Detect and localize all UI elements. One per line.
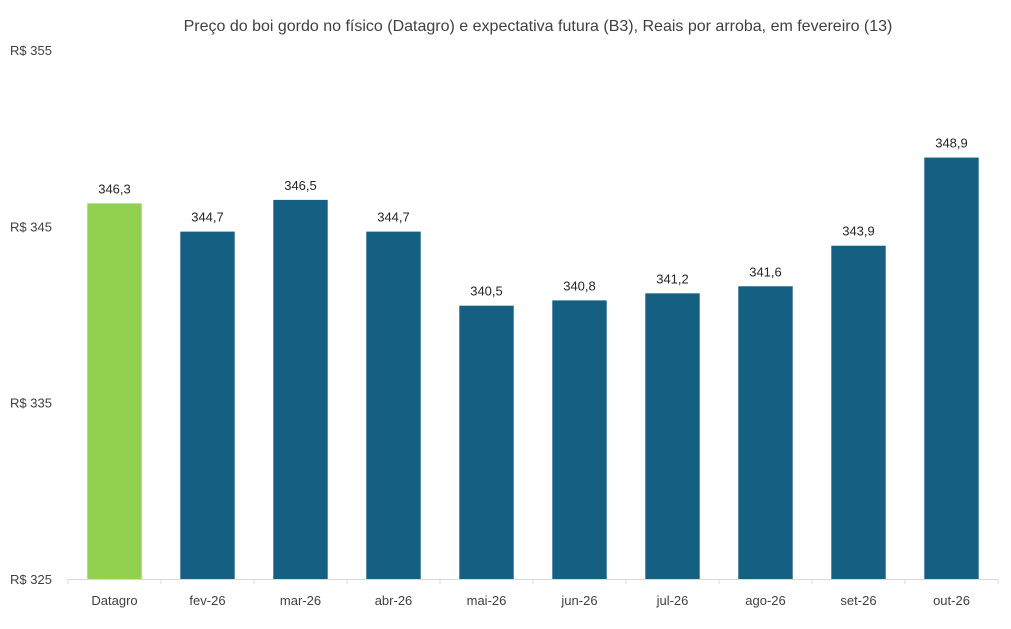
bar-jun-26: [552, 300, 607, 579]
x-tick-label: fev-26: [189, 593, 225, 608]
y-tick-label: R$ 345: [10, 219, 52, 234]
bar-mar-26: [273, 199, 328, 579]
x-tick-label: ago-26: [745, 593, 785, 608]
x-tick-label: mai-26: [467, 593, 507, 608]
chart-title: Preço do boi gordo no físico (Datagro) e…: [184, 18, 893, 35]
data-label: 344,7: [377, 210, 410, 225]
data-label: 348,9: [935, 136, 968, 151]
bars: [87, 157, 979, 580]
y-tick-label: R$ 335: [10, 396, 52, 411]
data-label: 343,9: [842, 224, 875, 239]
data-label: 346,5: [284, 178, 317, 193]
data-label: 340,8: [563, 278, 596, 293]
x-tick-label: jun-26: [560, 593, 597, 608]
data-labels: 346,3 344,7 346,5 344,7 340,5 340,8 341,2 341,6…: [98, 136, 968, 299]
y-axis: R$ 325 R$ 335 R$ 345 R$ 355: [10, 43, 52, 587]
data-label: 340,5: [470, 284, 503, 299]
y-tick-label: R$ 355: [10, 43, 52, 58]
bar-ago-26: [738, 286, 793, 579]
bar-set-26: [831, 245, 886, 580]
data-label: 341,6: [749, 264, 782, 279]
x-tick-label: jul-26: [656, 593, 689, 608]
data-label: 346,3: [98, 181, 131, 196]
x-tick-label: Datagro: [91, 593, 137, 608]
x-tick-label: mar-26: [280, 593, 321, 608]
x-tick-label: abr-26: [375, 593, 413, 608]
data-label: 341,2: [656, 271, 689, 286]
bar-mai-26: [459, 305, 514, 579]
bar-fev-26: [180, 231, 235, 579]
x-tick-label: out-26: [933, 593, 970, 608]
y-tick-label: R$ 325: [10, 572, 52, 587]
bar-jul-26: [645, 293, 700, 579]
data-label: 344,7: [191, 210, 224, 225]
x-axis: Datagro fev-26 mar-26 abr-26 mai-26 jun-26 jul…: [67, 579, 999, 608]
x-tick-label: set-26: [840, 593, 876, 608]
bar-abr-26: [366, 231, 421, 579]
bar-datagro: [87, 203, 142, 579]
bar-out-26: [924, 157, 979, 579]
